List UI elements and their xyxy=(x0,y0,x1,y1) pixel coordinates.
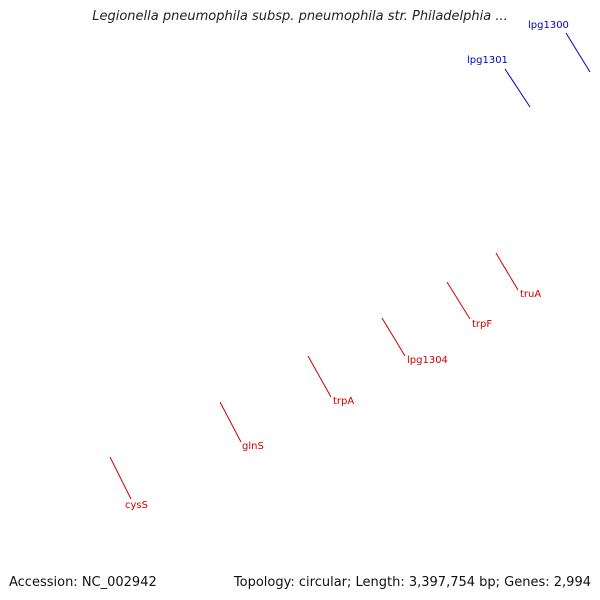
gene-leader-line xyxy=(381,317,406,357)
gene-label-trpA[interactable]: trpA xyxy=(333,396,354,407)
gene-label-truA[interactable]: truA xyxy=(520,289,541,300)
gene-leader-line xyxy=(446,281,471,320)
gene-label-glnS[interactable]: glnS xyxy=(242,441,264,452)
gene-leader-line xyxy=(307,355,332,398)
gene-label-lpg1301[interactable]: lpg1301 xyxy=(467,55,508,66)
gene-label-cysS[interactable]: cysS xyxy=(125,500,148,511)
gene-leader-line xyxy=(109,456,132,500)
map-title: Legionella pneumophila subsp. pneumophil… xyxy=(92,9,508,24)
gene-leader-line xyxy=(495,252,519,291)
genome-summary-text: Topology: circular; Length: 3,397,754 bp… xyxy=(233,575,591,590)
gene-label-lpg1304[interactable]: lpg1304 xyxy=(407,355,448,366)
gene-label-lpg1300[interactable]: lpg1300 xyxy=(528,20,569,31)
gene-label-trpF[interactable]: trpF xyxy=(472,319,492,330)
gene-leader-line xyxy=(504,68,531,108)
gene-labels: lpg1300 lpg1301 truA trpF lpg1304 trpA glnS cys… xyxy=(109,20,591,511)
gene-leader-line xyxy=(219,401,242,443)
gene-leader-line xyxy=(565,32,591,73)
accession-text: Accession: NC_002942 xyxy=(9,575,157,590)
